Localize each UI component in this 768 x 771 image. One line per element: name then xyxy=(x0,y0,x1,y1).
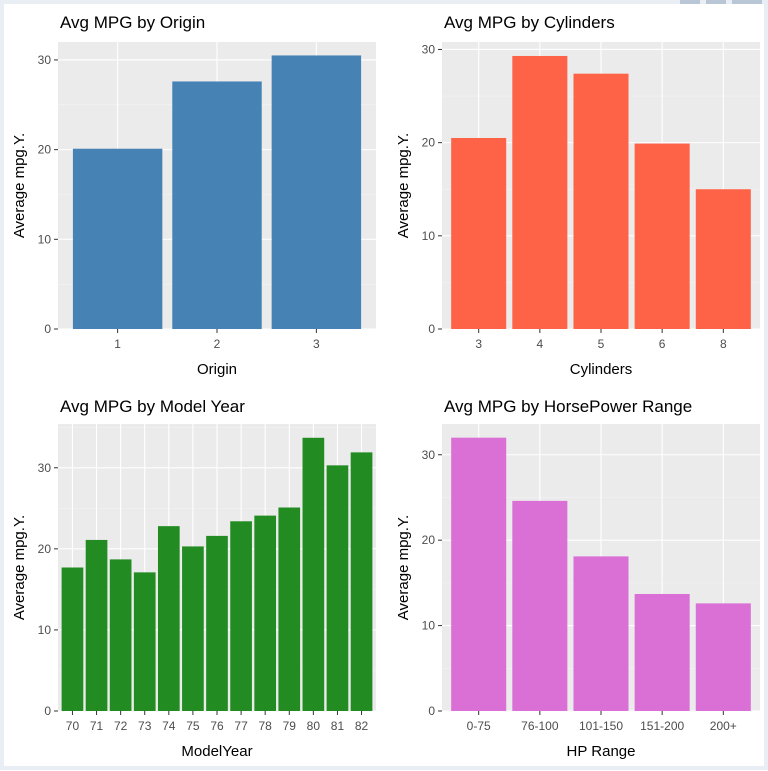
x-tick-label: 79 xyxy=(283,719,297,733)
x-tick-label: 2 xyxy=(214,337,221,351)
chart-origin: 0 10 20 30 1 2 3 Avg MPG by Origin Origin Average… xyxy=(11,13,376,378)
bar-76-100 xyxy=(512,500,568,711)
y-tick-label: 0 xyxy=(44,704,51,718)
x-tick-label: 101-150 xyxy=(579,719,623,733)
y-tick-label: 0 xyxy=(428,322,435,336)
bar-0-75 xyxy=(451,437,507,711)
bar-82 xyxy=(350,452,373,711)
x-tick-label: 72 xyxy=(114,719,128,733)
y-axis-title: Average mpg.Y. xyxy=(11,133,28,238)
x-axis-title: HP Range xyxy=(567,743,636,760)
x-tick-label: 77 xyxy=(234,719,248,733)
x-tick-label: 70 xyxy=(66,719,80,733)
chart-title: Avg MPG by Origin xyxy=(60,13,205,32)
plot-canvas: 0 10 20 30 1 2 3 Avg MPG by Origin Origin Average… xyxy=(4,4,764,766)
x-tick-label: 76-100 xyxy=(521,719,559,733)
bar-101-150 xyxy=(573,556,629,711)
x-tick-label: 81 xyxy=(331,719,345,733)
bar-76 xyxy=(206,535,228,711)
bar-3 xyxy=(451,137,507,329)
y-tick-label: 30 xyxy=(38,461,52,475)
chart-cylinders: 0 10 20 30 3 4 5 6 8 Avg MPG by Cylinders Cylinder… xyxy=(395,13,760,378)
bar-4 xyxy=(512,55,568,330)
bar-151-200 xyxy=(634,593,690,711)
y-tick-label: 30 xyxy=(38,53,52,67)
x-tick-label: 74 xyxy=(162,719,176,733)
chart-title: Avg MPG by Model Year xyxy=(60,397,245,416)
bar-3 xyxy=(271,55,362,329)
x-tick-label: 4 xyxy=(537,337,544,351)
x-tick-label: 151-200 xyxy=(640,719,684,733)
y-tick-label: 30 xyxy=(422,448,436,462)
x-tick-label: 1 xyxy=(114,337,121,351)
x-tick-label: 6 xyxy=(659,337,666,351)
x-tick-label: 73 xyxy=(138,719,152,733)
y-tick-label: 20 xyxy=(422,136,436,150)
bar-73 xyxy=(133,572,156,711)
x-tick-label: 0-75 xyxy=(467,719,491,733)
y-tick-label: 20 xyxy=(422,533,436,547)
x-axis-title: Origin xyxy=(197,361,237,378)
bar-74 xyxy=(157,526,180,711)
toolbar-edge xyxy=(732,0,762,4)
x-tick-label: 3 xyxy=(313,337,320,351)
bar-70 xyxy=(61,567,84,711)
bar-1 xyxy=(72,148,163,329)
bar-72 xyxy=(109,559,132,711)
bar-5 xyxy=(573,73,629,329)
x-tick-label: 76 xyxy=(210,719,224,733)
bar-77 xyxy=(230,521,252,711)
bar-75 xyxy=(182,546,204,711)
y-tick-label: 20 xyxy=(38,542,52,556)
y-tick-label: 10 xyxy=(422,619,436,633)
x-tick-label: 80 xyxy=(307,719,321,733)
y-tick-label: 20 xyxy=(38,143,52,157)
y-axis-title: Average mpg.Y. xyxy=(11,515,28,620)
x-tick-label: 71 xyxy=(90,719,104,733)
y-tick-label: 10 xyxy=(38,623,52,637)
chart-title: Avg MPG by HorsePower Range xyxy=(444,397,692,416)
bar-79 xyxy=(278,507,301,711)
x-tick-label: 82 xyxy=(355,719,369,733)
x-tick-label: 75 xyxy=(186,719,200,733)
y-axis-title: Average mpg.Y. xyxy=(395,515,412,620)
y-tick-label: 30 xyxy=(422,42,436,56)
bar-78 xyxy=(254,515,277,711)
chart-hprange: 0 10 20 30 0-75 76-100 101-150 151-200 200+ Avg M… xyxy=(395,397,760,760)
x-tick-label: 8 xyxy=(720,337,727,351)
bar-2 xyxy=(172,81,262,330)
bar-6 xyxy=(634,143,690,329)
x-tick-label: 3 xyxy=(475,337,482,351)
bar-71 xyxy=(85,539,108,711)
bar-8 xyxy=(695,189,751,329)
bar-81 xyxy=(326,465,349,711)
bar-200+ xyxy=(695,603,751,711)
toolbar-edge xyxy=(680,0,700,4)
y-tick-label: 10 xyxy=(422,229,436,243)
x-axis-title: ModelYear xyxy=(181,743,252,760)
x-tick-label: 78 xyxy=(259,719,273,733)
x-tick-label: 200+ xyxy=(710,719,737,733)
y-tick-label: 0 xyxy=(428,704,435,718)
y-tick-label: 0 xyxy=(44,322,51,336)
chart-title: Avg MPG by Cylinders xyxy=(444,13,615,32)
chart-modelyear: 0 10 20 30 70 71 72 73 74 75 76 77 78 79 80 81 82 Avg MPG… xyxy=(11,397,376,760)
bar-80 xyxy=(302,437,325,711)
y-tick-label: 10 xyxy=(38,232,52,246)
y-axis-title: Average mpg.Y. xyxy=(395,133,412,238)
x-axis-title: Cylinders xyxy=(570,361,633,378)
toolbar-edge xyxy=(706,0,726,4)
x-tick-label: 5 xyxy=(598,337,605,351)
